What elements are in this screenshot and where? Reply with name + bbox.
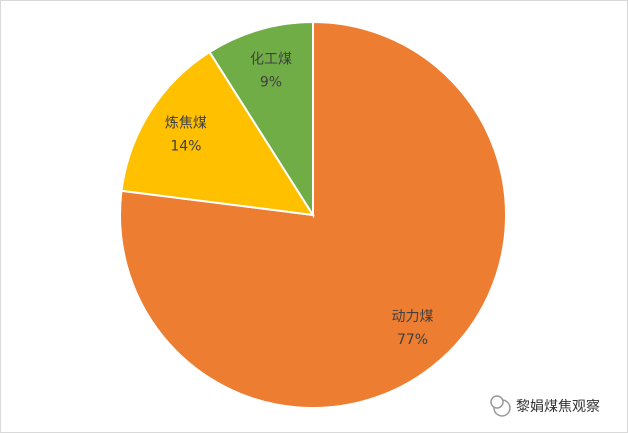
data-label: 77% <box>397 332 428 348</box>
slice-label: 化工煤 <box>250 51 292 67</box>
pie-slice <box>119 20 507 409</box>
slice-label: 炼焦煤 <box>165 115 207 131</box>
watermark-icon <box>490 395 511 417</box>
watermark: 黎娟煤焦观察 <box>516 398 600 415</box>
pie-slice <box>208 20 314 219</box>
slice-label: 动力煤 <box>392 309 434 325</box>
data-label: 14% <box>170 138 201 154</box>
data-label: 9% <box>260 74 282 90</box>
pie-slice <box>120 50 315 217</box>
